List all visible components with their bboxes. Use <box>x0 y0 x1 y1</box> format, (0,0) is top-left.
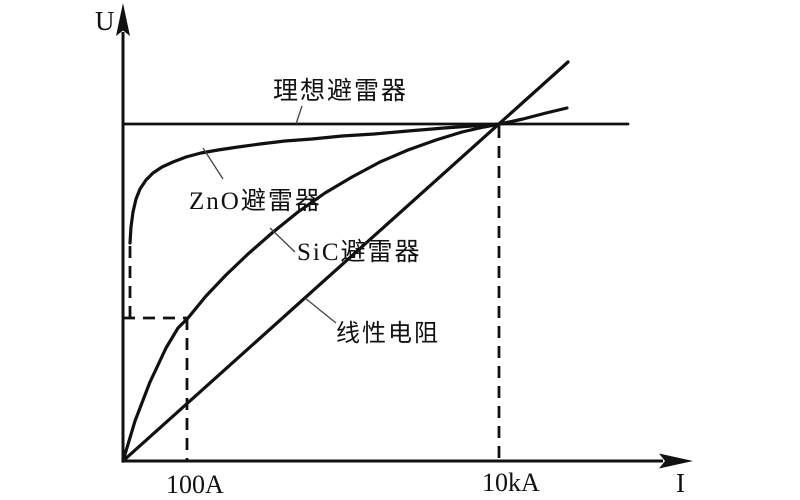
x-axis-arrowhead-icon <box>659 453 693 469</box>
ideal-arrester-label: 理想避雷器 <box>273 77 408 105</box>
linear-resistor-label: 线性电阻 <box>336 320 440 347</box>
ideal-leader-line <box>295 105 303 125</box>
linear-resistor-curve <box>121 60 570 463</box>
tick-label-10ka: 10kA <box>482 468 540 497</box>
sic-arrester-label: SiC避雷器 <box>297 238 422 266</box>
axes <box>116 3 693 469</box>
y-axis-arrowhead-icon <box>116 3 130 36</box>
sic-arrester-curve <box>121 106 569 463</box>
x-axis-label: I <box>676 468 685 498</box>
y-axis-label: U <box>95 6 115 36</box>
zno-leader-line <box>202 147 224 180</box>
linear-leader-line <box>304 297 337 324</box>
sic-leader-line <box>269 227 296 253</box>
tick-label-100a: 100A <box>166 470 224 499</box>
dashed-guides-layer <box>123 126 501 460</box>
zno-arrester-curve <box>128 122 502 245</box>
curves-layer <box>121 60 630 463</box>
label-leader-lines-layer <box>202 105 337 324</box>
zno-arrester-label: ZnO避雷器 <box>189 187 322 215</box>
